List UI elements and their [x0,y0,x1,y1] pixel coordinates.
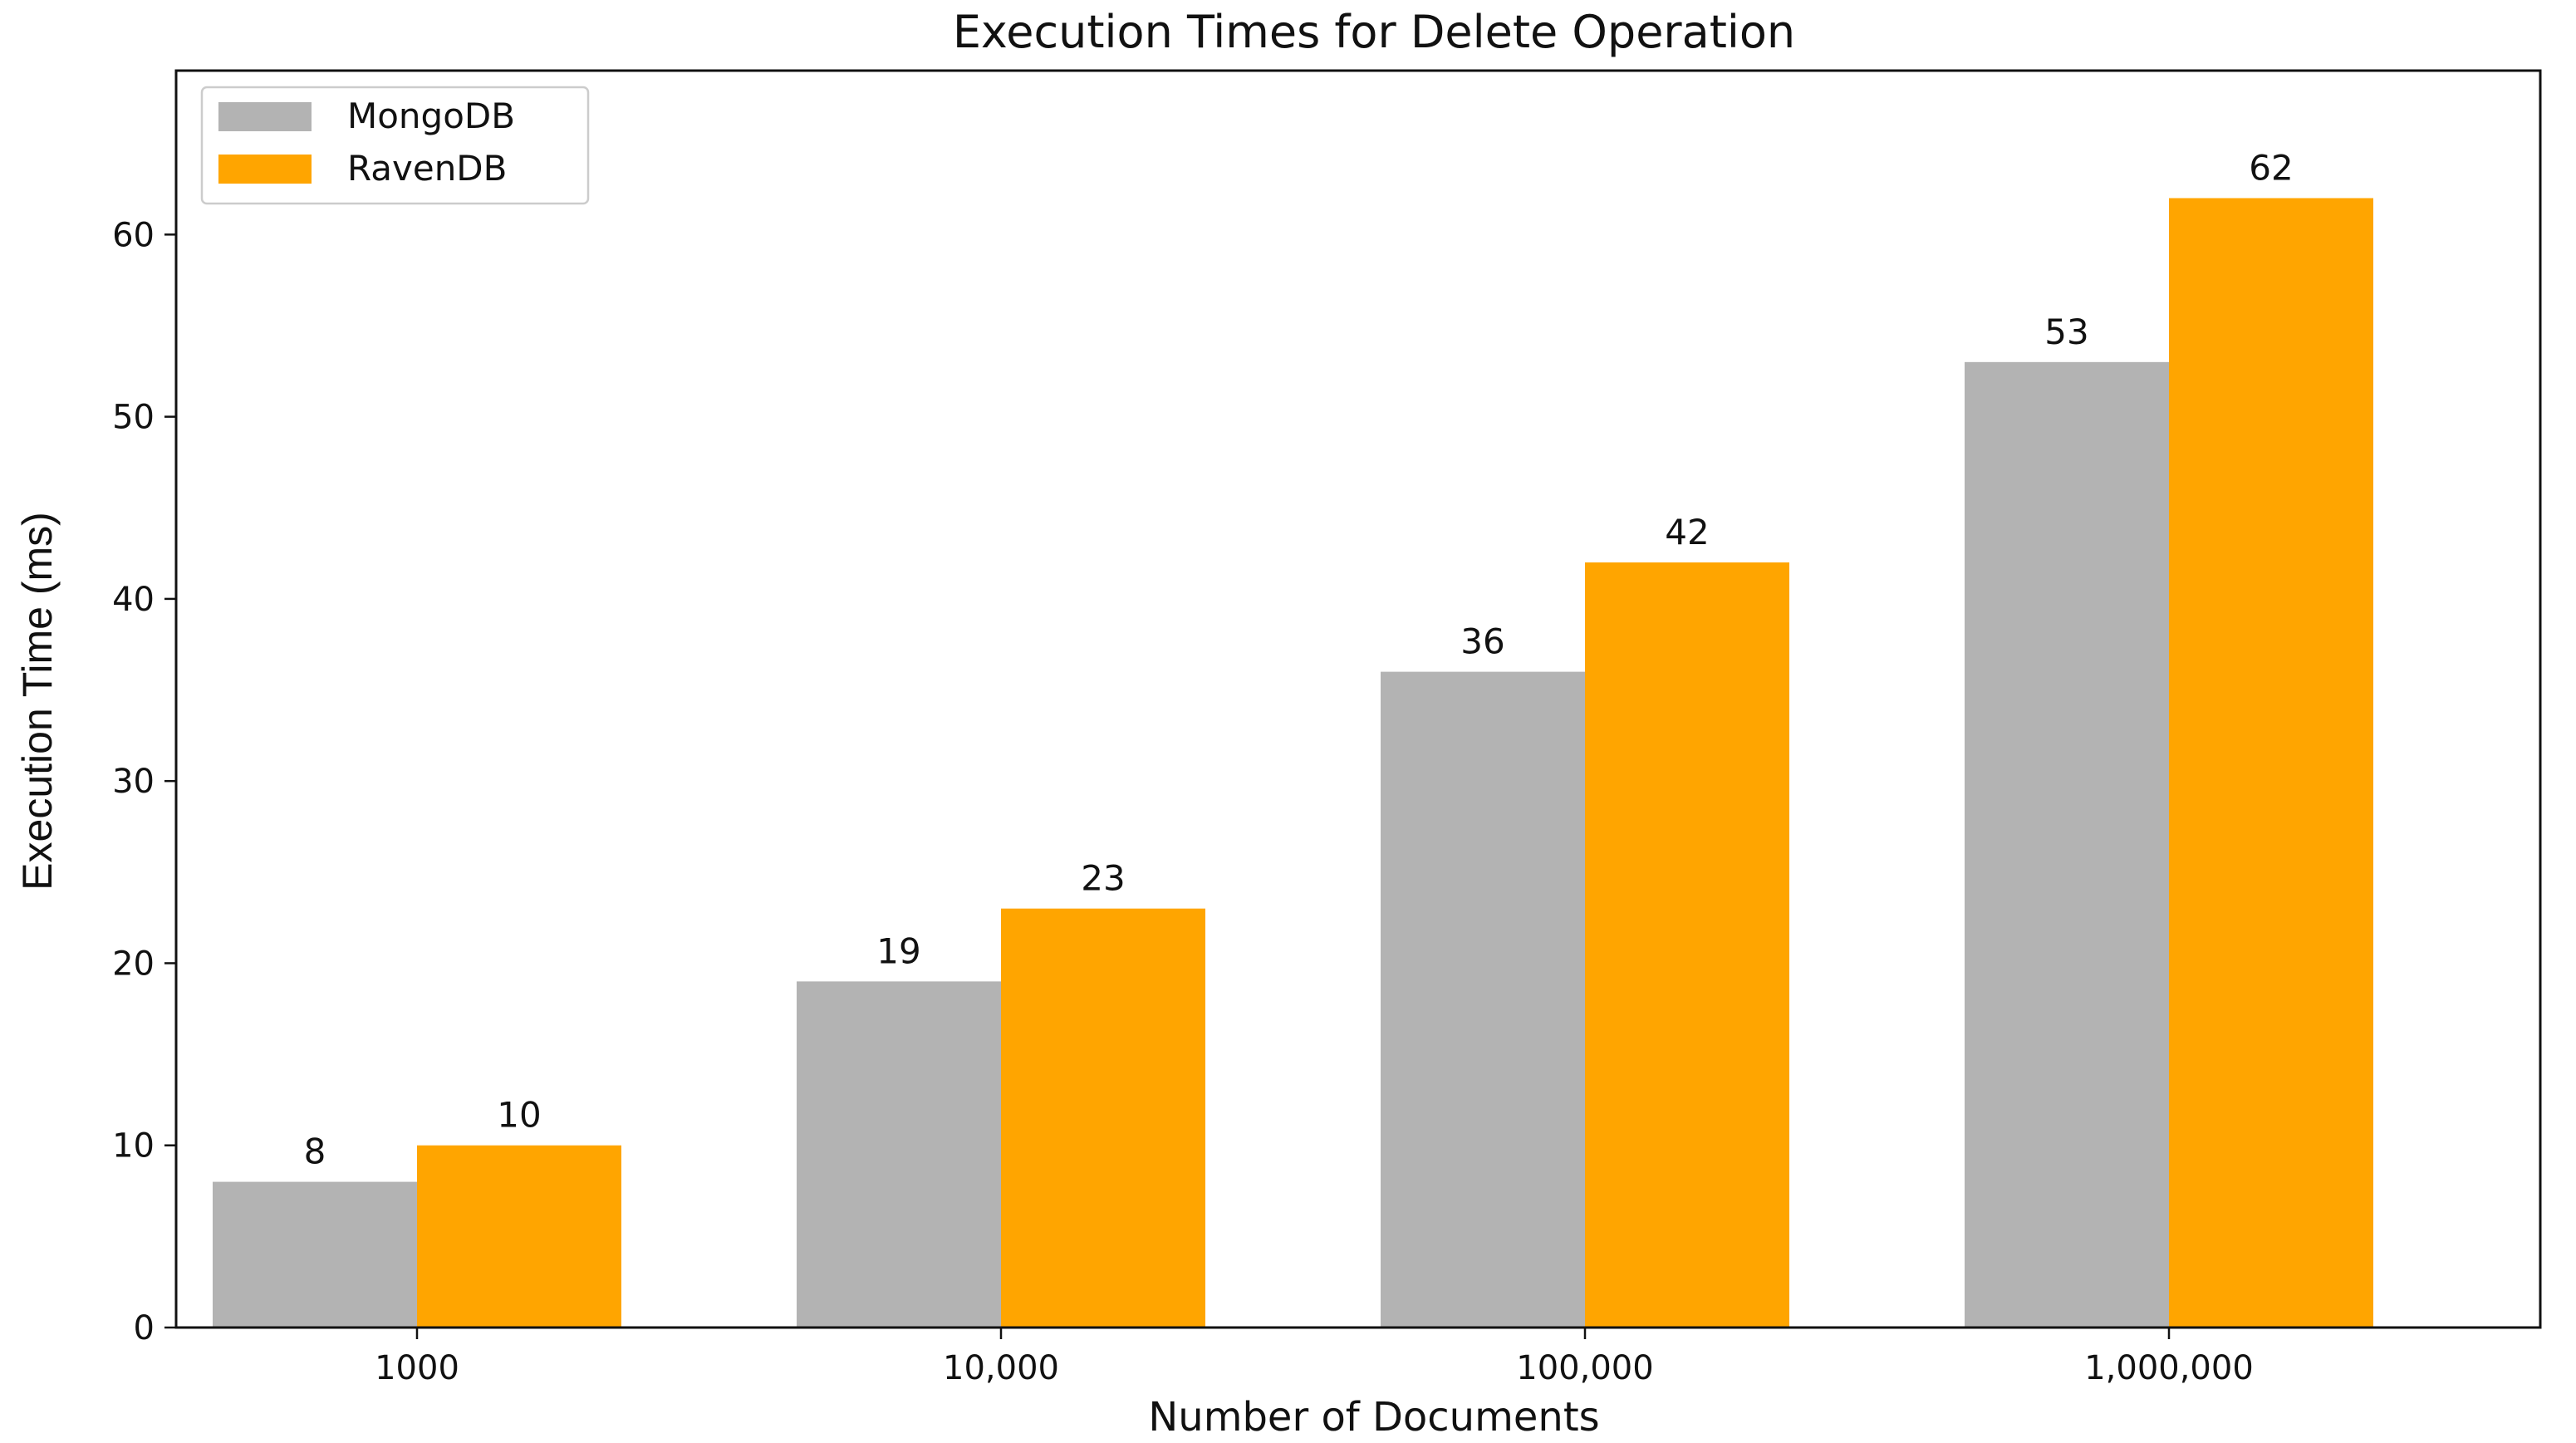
y-tick-label: 30 [112,763,155,801]
bar-value-label: 23 [1081,858,1125,899]
bar-value-label: 10 [497,1095,541,1136]
legend-label-ravendb: RavenDB [347,148,507,189]
y-tick-label: 10 [112,1127,155,1166]
y-axis-label: Execution Time (ms) [14,512,61,891]
x-tick-label: 10,000 [943,1349,1059,1387]
plot-frame [174,69,2542,1329]
legend: MongoDB RavenDB [200,86,590,205]
bar-value-label: 42 [1665,512,1709,552]
y-tick-label: 60 [112,216,155,254]
bar-value-label: 19 [876,930,920,971]
legend-swatch-mongodb [218,102,312,131]
y-tick-label: 20 [112,945,155,983]
bar-mongodb-1 [797,981,1001,1328]
x-tick-label: 1000 [375,1349,459,1387]
y-tick-label: 50 [112,399,155,437]
bar-ravendb-3 [2169,198,2373,1328]
plot-area: 0 10 20 30 40 50 60 8 10 1000 19 23 10,000 36 42 100,00… [112,69,2542,1387]
bar-value-label: 8 [304,1131,326,1172]
y-tick-label: 40 [112,581,155,619]
bar-mongodb-0 [213,1181,417,1328]
bar-value-label: 36 [1460,621,1504,662]
bar-ravendb-2 [1585,562,1789,1328]
y-tick-label: 0 [134,1309,155,1347]
legend-label-mongodb: MongoDB [347,96,515,136]
bar-ravendb-0 [417,1145,621,1328]
bar-mongodb-2 [1381,671,1585,1328]
x-tick-label: 100,000 [1516,1349,1653,1387]
bar-ravendb-1 [1001,908,1205,1328]
legend-swatch-ravendb [218,155,312,184]
chart-title: Execution Times for Delete Operation [953,6,1795,58]
bar-mongodb-3 [1965,361,2169,1328]
x-tick-label: 1,000,000 [2084,1349,2254,1387]
bar-value-label: 53 [2044,312,2088,352]
bar-value-label: 62 [2249,147,2293,188]
x-axis-label: Number of Documents [1148,1394,1599,1441]
